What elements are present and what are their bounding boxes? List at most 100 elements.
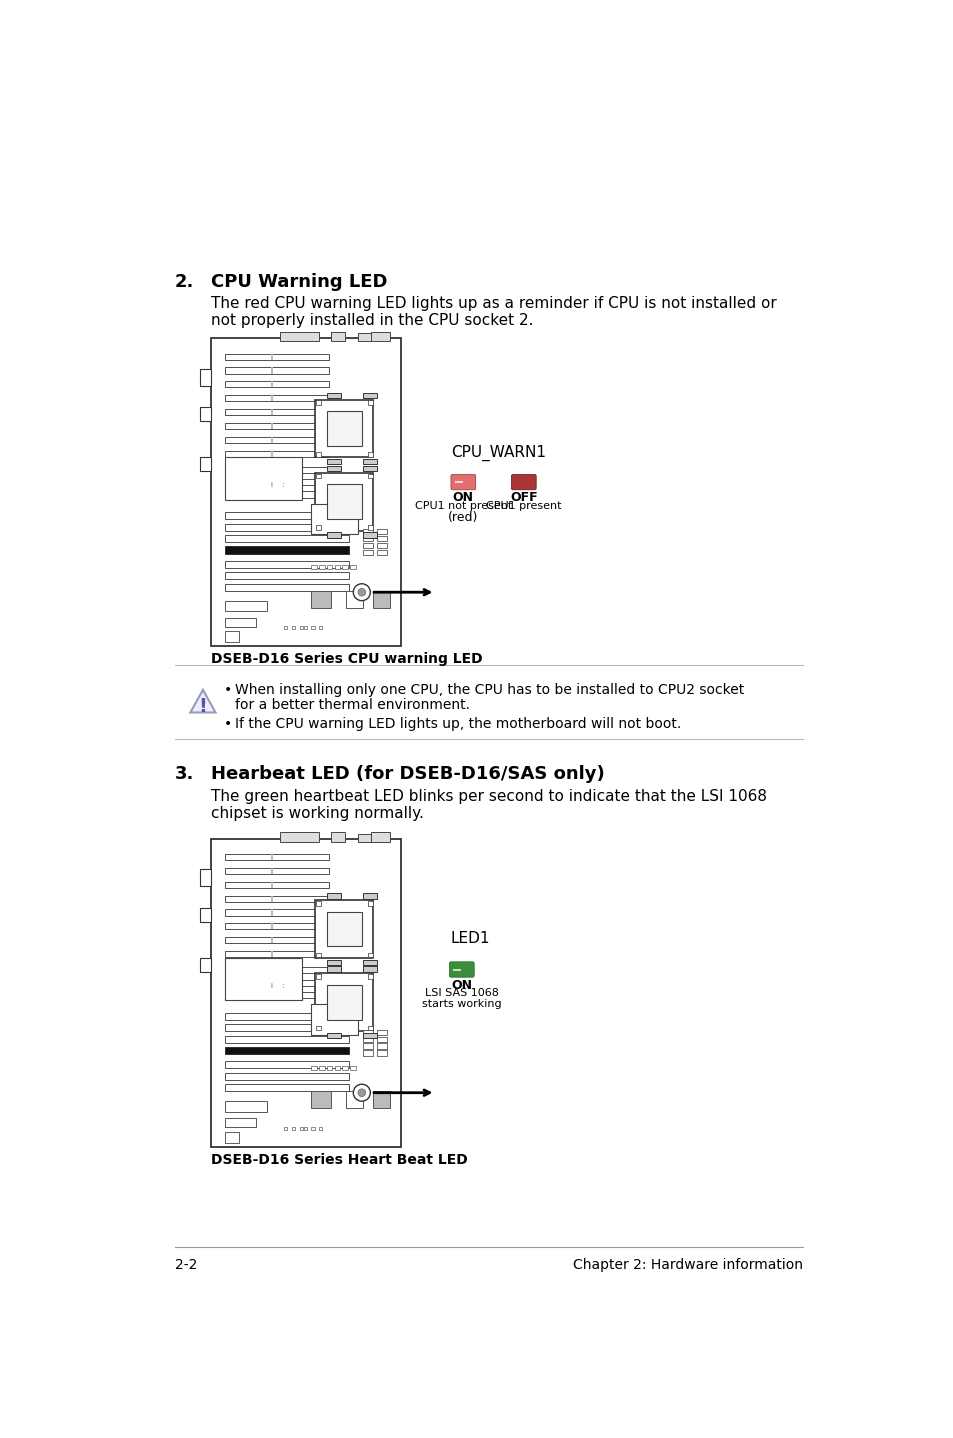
Bar bbox=[199, 958, 211, 972]
Text: 2-2: 2-2 bbox=[174, 1258, 197, 1273]
Bar bbox=[311, 503, 357, 535]
Circle shape bbox=[357, 588, 365, 597]
Bar bbox=[280, 332, 319, 341]
Bar bbox=[224, 367, 329, 374]
Bar bbox=[377, 544, 386, 548]
Bar bbox=[199, 407, 211, 421]
Text: The red CPU warning LED lights up as a reminder if CPU is not installed or: The red CPU warning LED lights up as a r… bbox=[211, 296, 776, 311]
Bar bbox=[335, 1066, 340, 1070]
Bar bbox=[368, 952, 373, 958]
Bar bbox=[346, 1091, 363, 1109]
Bar bbox=[224, 1102, 267, 1112]
Bar bbox=[315, 900, 373, 958]
Bar bbox=[224, 881, 329, 887]
Bar bbox=[224, 546, 348, 554]
Bar bbox=[368, 974, 373, 979]
Bar bbox=[362, 466, 376, 472]
Bar bbox=[315, 473, 373, 531]
Bar bbox=[271, 896, 274, 902]
Bar bbox=[224, 512, 348, 519]
Bar bbox=[224, 601, 267, 611]
Bar bbox=[224, 951, 329, 958]
Bar bbox=[327, 893, 340, 899]
Bar bbox=[224, 958, 302, 1001]
Text: chipset is working normally.: chipset is working normally. bbox=[211, 805, 423, 821]
Bar bbox=[327, 985, 361, 1020]
Bar bbox=[362, 1032, 376, 1038]
Bar bbox=[224, 1132, 238, 1143]
Bar bbox=[224, 572, 348, 580]
Circle shape bbox=[353, 584, 370, 601]
FancyBboxPatch shape bbox=[449, 962, 474, 978]
Text: i: i bbox=[270, 982, 272, 989]
Bar bbox=[363, 536, 373, 541]
Bar bbox=[299, 1126, 303, 1130]
Bar bbox=[327, 966, 340, 972]
Circle shape bbox=[353, 1084, 370, 1102]
Text: CPU1 not present: CPU1 not present bbox=[415, 500, 512, 510]
Bar bbox=[327, 532, 340, 538]
Bar bbox=[377, 1030, 386, 1035]
Text: Chapter 2: Hardware information: Chapter 2: Hardware information bbox=[572, 1258, 802, 1273]
Bar bbox=[303, 626, 307, 630]
Bar bbox=[377, 536, 386, 541]
Bar bbox=[315, 902, 320, 906]
Bar bbox=[357, 334, 372, 341]
Bar bbox=[350, 565, 355, 569]
Bar bbox=[311, 626, 314, 630]
Bar bbox=[362, 959, 376, 965]
Text: CPU Warning LED: CPU Warning LED bbox=[211, 273, 387, 290]
Bar bbox=[377, 1044, 386, 1048]
Text: i: i bbox=[270, 482, 272, 489]
Bar bbox=[363, 1037, 373, 1043]
Bar bbox=[327, 466, 340, 472]
Bar bbox=[224, 1084, 348, 1091]
Bar bbox=[327, 1032, 340, 1038]
Text: When installing only one CPU, the CPU has to be installed to CPU2 socket: When installing only one CPU, the CPU ha… bbox=[235, 683, 744, 697]
Bar bbox=[311, 1066, 316, 1070]
Text: LED1: LED1 bbox=[451, 932, 490, 946]
Bar bbox=[224, 381, 329, 387]
Text: The green heartbeat LED blinks per second to indicate that the LSI 1068: The green heartbeat LED blinks per secon… bbox=[211, 788, 766, 804]
Bar bbox=[346, 591, 363, 608]
Bar bbox=[271, 881, 274, 887]
Bar bbox=[311, 1126, 314, 1130]
Bar bbox=[271, 381, 274, 387]
Bar bbox=[224, 923, 329, 929]
Bar bbox=[199, 907, 211, 922]
Bar bbox=[319, 626, 322, 630]
Bar bbox=[327, 485, 361, 519]
Bar bbox=[271, 909, 274, 916]
Text: (red): (red) bbox=[448, 512, 478, 525]
Bar bbox=[271, 450, 274, 457]
Bar bbox=[335, 565, 340, 569]
Bar bbox=[363, 544, 373, 548]
Bar bbox=[271, 354, 274, 360]
Bar bbox=[377, 1050, 386, 1055]
Bar bbox=[224, 408, 329, 416]
Bar bbox=[299, 626, 303, 630]
Bar bbox=[362, 459, 376, 464]
Text: not properly installed in the CPU socket 2.: not properly installed in the CPU socket… bbox=[211, 312, 533, 328]
Bar bbox=[362, 532, 376, 538]
Bar bbox=[327, 959, 340, 965]
Bar bbox=[224, 1012, 348, 1020]
Bar bbox=[224, 492, 329, 498]
Text: for a better thermal environment.: for a better thermal environment. bbox=[235, 699, 470, 712]
Text: DSEB-D16 Series CPU warning LED: DSEB-D16 Series CPU warning LED bbox=[211, 653, 482, 666]
Bar bbox=[224, 450, 329, 457]
Bar bbox=[331, 332, 344, 341]
Bar bbox=[224, 909, 329, 916]
Bar bbox=[224, 631, 238, 643]
Bar bbox=[315, 400, 373, 457]
Bar bbox=[363, 1050, 373, 1055]
Bar bbox=[311, 1004, 357, 1035]
Bar bbox=[224, 869, 329, 874]
Text: Hearbeat LED (for DSEB-D16/SAS only): Hearbeat LED (for DSEB-D16/SAS only) bbox=[211, 765, 604, 784]
Bar bbox=[327, 411, 361, 446]
Bar bbox=[224, 1024, 348, 1031]
Bar bbox=[311, 565, 316, 569]
Bar bbox=[327, 393, 340, 398]
Text: CPU_WARN1: CPU_WARN1 bbox=[451, 446, 545, 462]
Bar bbox=[271, 395, 274, 401]
